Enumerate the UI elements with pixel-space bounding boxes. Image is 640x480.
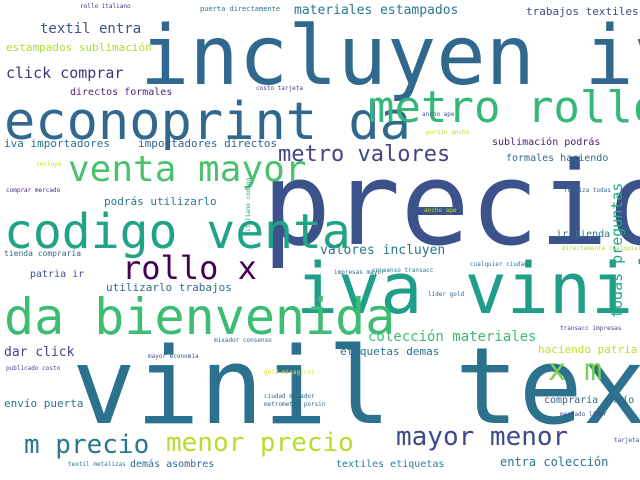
- cloud-word: tarjeta: [614, 437, 640, 444]
- cloud-word: mercado líder: [560, 411, 607, 418]
- cloud-word: italiano codigo: [245, 177, 252, 232]
- cloud-word: puerta directamente: [200, 5, 281, 13]
- cloud-word: publicado costo: [6, 365, 61, 372]
- cloud-word: formales haciendo: [506, 153, 609, 164]
- cloud-word: impresas mayor: [334, 269, 385, 276]
- cloud-word: colección materiales: [368, 329, 537, 345]
- cloud-word: codigo venta: [4, 204, 351, 260]
- cloud-word: demás asombres: [130, 459, 215, 470]
- cloud-word: directamente cualquier: [562, 245, 640, 252]
- cloud-word: mayor menor: [396, 422, 569, 452]
- cloud-word: ancho ape: [424, 207, 457, 214]
- cloud-word: haciendo patria: [538, 343, 638, 356]
- cloud-word: ir tienda: [556, 229, 611, 240]
- cloud-word: vinil textil: [72, 325, 640, 448]
- cloud-word: comprar mercado: [6, 187, 61, 194]
- cloud-word: entra colección: [500, 455, 609, 469]
- cloud-word: directos formales: [70, 87, 173, 98]
- cloud-word: compraría envío: [544, 395, 635, 406]
- cloud-word: etiquetas demas: [340, 345, 440, 358]
- cloud-word: envío puerta: [4, 397, 84, 410]
- cloud-word: dar click: [4, 345, 75, 360]
- cloud-word: metrometro porsin: [264, 401, 326, 408]
- cloud-word: estampados sublimación: [6, 41, 152, 54]
- cloud-word: precio: [262, 138, 640, 272]
- cloud-word: materiales estampados: [294, 3, 459, 18]
- cloud-word: patria ir: [30, 269, 85, 280]
- cloud-word: realiza todas: [564, 187, 611, 194]
- cloud-word: sublimación podrás: [492, 137, 601, 148]
- cloud-word: metro valores: [278, 142, 451, 167]
- cloud-word: utilizarlo trabajos: [106, 281, 232, 294]
- cloud-word: mayor economía: [148, 353, 199, 360]
- cloud-word: transacc impresas: [560, 325, 622, 332]
- cloud-word: trabajos textiles: [526, 5, 639, 18]
- cloud-word: menor precio: [166, 428, 354, 458]
- cloud-word: porsin ancho: [426, 129, 470, 136]
- cloud-word: metro rollo: [368, 82, 640, 133]
- cloud-word: iva importadores: [4, 137, 110, 150]
- cloud-word: costo tarjeta: [256, 85, 303, 92]
- cloud-word: valores incluyen: [320, 243, 446, 258]
- cloud-word: podrás utilizarlo: [104, 195, 217, 208]
- cloud-word: textiles etiquetas: [336, 459, 445, 470]
- cloud-word: líder gold: [428, 291, 465, 298]
- cloud-word: gold mixagiroi: [264, 369, 315, 376]
- cloud-word: textil entra: [40, 21, 142, 37]
- cloud-word: mixador consenso: [214, 337, 272, 344]
- cloud-word: click comprar: [6, 64, 124, 82]
- cloud-word: rollo x: [122, 249, 257, 287]
- cloud-word: m precio: [24, 430, 150, 460]
- cloud-word: textil metalizas: [68, 461, 126, 468]
- cloud-word: incluye: [36, 161, 62, 168]
- cloud-word: consenso transacc: [372, 267, 434, 274]
- cloud-word: ancho ape: [422, 111, 455, 118]
- cloud-word: incluyen iva: [140, 9, 640, 104]
- cloud-word: cualquier ciudad: [470, 261, 528, 268]
- cloud-word: tienda compraría: [4, 249, 82, 258]
- cloud-word: x m: [548, 353, 603, 388]
- cloud-word: da bienvenida: [4, 288, 396, 346]
- cloud-word: ciudad mixador: [264, 393, 315, 400]
- cloud-word: rollo italiano: [80, 3, 131, 10]
- cloud-word: importadores directos: [138, 137, 278, 150]
- cloud-word: venta mayor: [68, 149, 307, 190]
- cloud-word: econoprint da: [4, 92, 411, 152]
- cloud-word: iva vinil: [296, 248, 640, 330]
